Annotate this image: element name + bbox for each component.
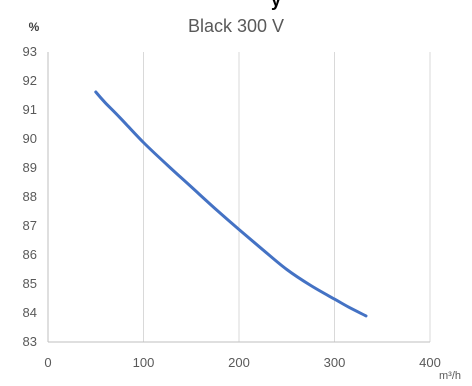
y-tick-label: 83 [23, 334, 37, 349]
y-tick-label: 84 [23, 305, 37, 320]
y-tick-label: 85 [23, 276, 37, 291]
tick-layer: 0 100 200 300 400 83 84 85 86 87 88 89 90 91 92 93 [23, 44, 441, 370]
x-tick-label: 0 [44, 355, 51, 370]
series-line [96, 92, 366, 316]
y-axis-label: % [29, 20, 40, 34]
y-tick-label: 92 [23, 73, 37, 88]
x-tick-label: 300 [324, 355, 346, 370]
y-tick-label: 93 [23, 44, 37, 59]
x-tick-label: 100 [133, 355, 155, 370]
y-tick-label: 88 [23, 189, 37, 204]
grid-layer [144, 52, 431, 342]
x-tick-label: 200 [228, 355, 250, 370]
chart-title-partial: y [271, 0, 281, 10]
series-layer [96, 92, 366, 316]
y-tick-label: 91 [23, 102, 37, 117]
x-tick-label: 400 [419, 355, 441, 370]
y-tick-label: 89 [23, 160, 37, 175]
chart-subtitle: Black 300 V [188, 16, 284, 36]
x-axis-label: m³/h [439, 370, 461, 381]
y-tick-label: 86 [23, 247, 37, 262]
y-tick-label: 87 [23, 218, 37, 233]
y-tick-label: 90 [23, 131, 37, 146]
